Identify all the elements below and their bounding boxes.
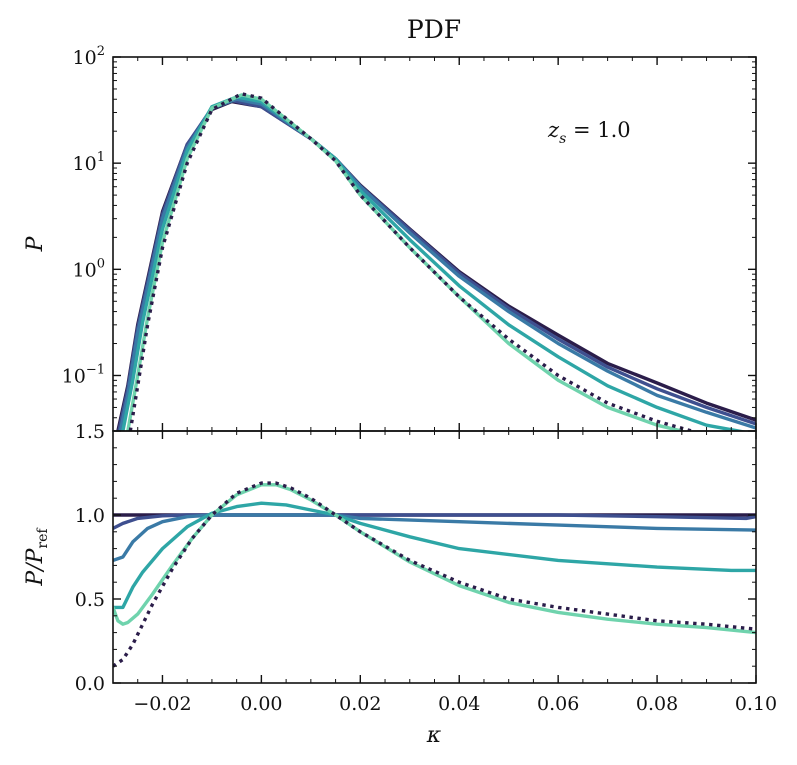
bottom-xtick-label: 0.02	[339, 693, 381, 715]
bottom-ytick-label: 0.5	[75, 589, 105, 611]
bottom-ylabel: P/Pref	[23, 527, 51, 587]
top-ytick-label: 100	[73, 256, 105, 281]
bottom-xtick-label: −0.02	[133, 693, 191, 715]
x-axis-label: κ	[426, 723, 442, 748]
bottom-series-group	[113, 481, 756, 668]
top-ylabel: P	[23, 235, 48, 252]
bottom-ytick-label: 1.0	[75, 505, 105, 527]
top-yticks: 10−1 100 101 102	[62, 44, 757, 683]
bottom-xtick-label: 0.10	[735, 693, 777, 715]
top-series-5	[128, 92, 693, 431]
bottom-xtick-label: 0.00	[240, 693, 282, 715]
top-ytick-label: 101	[73, 150, 105, 175]
redshift-annotation: zs = 1.0	[547, 118, 631, 147]
top-ytick-label: 10−1	[62, 362, 105, 387]
bottom-xticks: −0.02 0.00 0.02 0.04 0.06 0.08 0.10	[133, 431, 777, 715]
bottom-xtick-label: 0.08	[636, 693, 678, 715]
bottom-panel: 0.00.51.01.5 −0.02 0.00 0.02 0.04 0.06 0.08 0.…	[23, 421, 777, 748]
chart-title: PDF	[407, 15, 461, 44]
bottom-axes-frame	[112, 430, 757, 684]
bottom-series-5	[113, 481, 756, 668]
bottom-series-3	[113, 501, 756, 610]
bottom-series-4	[113, 483, 756, 635]
top-ytick-label: 102	[73, 44, 105, 69]
top-series-group	[116, 92, 756, 431]
bottom-xtick-label: 0.06	[537, 693, 579, 715]
bottom-ytick-label: 1.5	[75, 421, 105, 443]
bottom-series-2	[113, 513, 756, 563]
bottom-yticks: 0.0 0.5 1.0 1.5	[75, 421, 756, 695]
top-panel: 10−1 100 101 102 zs = 1.0 P	[23, 44, 757, 683]
bottom-xtick-label: 0.04	[438, 693, 480, 715]
bottom-ytick-label: 0.0	[75, 673, 105, 695]
